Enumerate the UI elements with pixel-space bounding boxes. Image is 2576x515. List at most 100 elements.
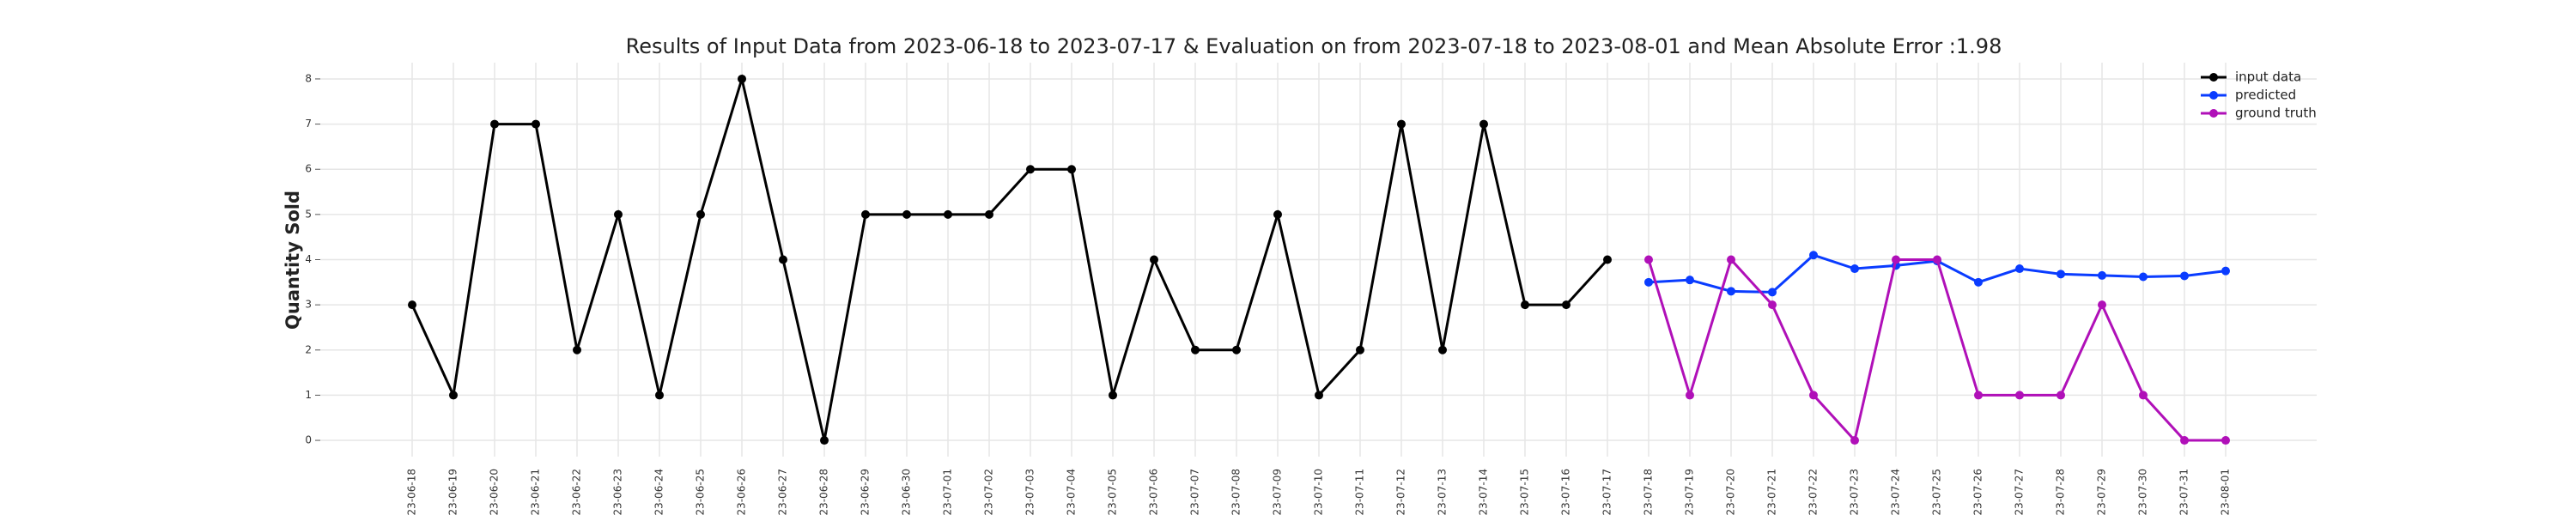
data-point <box>1109 391 1117 400</box>
x-tick-label: 2023-06-20 <box>489 469 501 515</box>
data-point <box>1315 391 1323 400</box>
data-point <box>779 255 787 264</box>
x-tick-label: 2023-07-31 <box>2178 469 2190 515</box>
data-point <box>985 209 993 219</box>
x-tick-label: 2023-07-08 <box>1230 469 1242 515</box>
data-point <box>1356 345 1364 354</box>
data-point <box>2015 391 2024 400</box>
data-point <box>408 300 416 310</box>
data-point <box>1727 255 1735 264</box>
x-tick-label: 2023-06-23 <box>612 469 624 515</box>
data-point <box>1809 391 1818 400</box>
data-point <box>1644 255 1653 264</box>
data-point <box>1686 391 1694 400</box>
x-tick-label: 2023-07-01 <box>942 469 954 515</box>
data-point <box>1686 276 1694 285</box>
x-tick-label: 2023-07-04 <box>1066 469 1078 515</box>
y-tick-label: 3 <box>305 299 312 311</box>
data-point <box>902 209 911 219</box>
y-tick-label: 2 <box>305 343 312 355</box>
data-point <box>1603 255 1612 264</box>
data-point <box>861 209 870 219</box>
data-point <box>1397 119 1406 129</box>
data-point <box>1809 251 1818 260</box>
data-point <box>2180 271 2189 281</box>
data-point <box>1026 165 1035 174</box>
x-tick-label: 2023-07-15 <box>1519 469 1531 515</box>
data-point <box>655 391 664 400</box>
data-point <box>490 119 499 129</box>
data-point <box>944 209 952 219</box>
y-tick-label: 5 <box>305 208 312 220</box>
data-point <box>1933 255 1941 264</box>
data-point <box>1974 391 1983 400</box>
x-tick-label: 2023-07-19 <box>1684 469 1696 515</box>
legend-label: input data <box>2235 70 2301 85</box>
x-tick-label: 2023-06-18 <box>406 469 418 515</box>
data-point <box>1768 300 1777 310</box>
legend-label: ground truth <box>2235 106 2317 121</box>
x-tick-label: 2023-07-13 <box>1437 469 1449 515</box>
data-point <box>738 74 746 83</box>
y-axis-label: Quantity Sold <box>283 191 303 330</box>
x-tick-label: 2023-06-25 <box>695 469 707 515</box>
y-tick-label: 0 <box>305 434 312 446</box>
data-point <box>2098 300 2106 310</box>
data-point <box>1067 165 1076 174</box>
y-tick-label: 8 <box>305 72 312 84</box>
data-point <box>1232 345 1241 354</box>
x-tick-label: 2023-07-10 <box>1313 469 1325 515</box>
legend: input data predicted ground truth <box>2201 70 2317 121</box>
x-tick-label: 2023-06-30 <box>901 469 913 515</box>
x-tick-label: 2023-06-21 <box>530 469 542 515</box>
data-point <box>1191 345 1200 354</box>
data-point <box>2139 272 2148 282</box>
data-point <box>2057 270 2065 279</box>
x-tick-label: 2023-07-11 <box>1354 469 1366 515</box>
x-tick-label: 2023-07-29 <box>2096 469 2108 515</box>
data-point <box>2221 436 2230 445</box>
x-tick-label: 2023-06-29 <box>860 469 872 515</box>
data-point <box>532 119 540 129</box>
x-tick-label: 2023-07-05 <box>1107 469 1119 515</box>
x-tick-label: 2023-06-19 <box>447 469 459 515</box>
x-tick-label: 2023-07-03 <box>1024 469 1036 515</box>
legend-marker <box>2209 73 2218 82</box>
data-point <box>449 391 458 400</box>
y-tick-label: 1 <box>305 389 312 401</box>
x-tick-label: 2023-06-27 <box>777 469 789 515</box>
data-point <box>1850 436 1859 445</box>
x-tick-label: 2023-07-28 <box>2055 469 2067 515</box>
x-tick-label: 2023-07-20 <box>1725 469 1737 515</box>
chart-title: Results of Input Data from 2023-06-18 to… <box>626 34 2002 58</box>
x-tick-label: 2023-06-26 <box>736 469 748 515</box>
x-tick-label: 2023-07-21 <box>1766 469 1778 515</box>
x-tick-label: 2023-07-18 <box>1643 469 1655 515</box>
y-tick-label: 6 <box>305 163 312 175</box>
x-tick-label: 2023-06-28 <box>818 469 830 515</box>
data-point <box>2098 270 2106 280</box>
data-point <box>1150 255 1158 264</box>
data-point <box>2180 436 2189 445</box>
data-point <box>1273 209 1282 219</box>
x-tick-label: 2023-07-14 <box>1478 469 1490 515</box>
series-line <box>410 74 1609 441</box>
data-point <box>2139 391 2148 400</box>
y-tick-label: 4 <box>305 253 312 265</box>
x-tick-label: 2023-07-24 <box>1890 469 1902 515</box>
data-point <box>1562 300 1571 310</box>
data-point <box>696 209 705 219</box>
data-point <box>1768 288 1777 297</box>
data-point <box>1892 255 1900 264</box>
x-tick-label: 2023-07-02 <box>983 469 995 515</box>
x-tick-label: 2023-06-22 <box>571 469 583 515</box>
data-point <box>1479 119 1488 129</box>
data-point <box>2015 264 2024 274</box>
legend-label: predicted <box>2235 88 2296 103</box>
data-point <box>1850 264 1859 274</box>
x-tick-label: 2023-07-07 <box>1189 469 1201 515</box>
legend-marker <box>2209 109 2218 118</box>
data-point <box>2221 266 2230 276</box>
data-point <box>1727 287 1735 296</box>
